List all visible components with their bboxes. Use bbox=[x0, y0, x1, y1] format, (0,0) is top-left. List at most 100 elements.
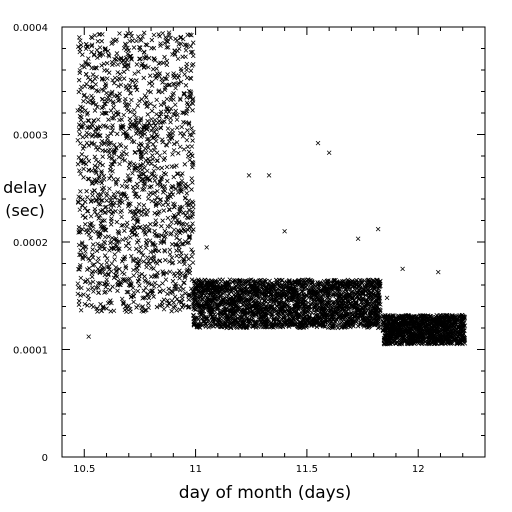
data-point-x-marker bbox=[96, 159, 101, 165]
data-point-x-marker bbox=[97, 50, 103, 56]
data-point-x-marker bbox=[81, 292, 86, 297]
data-point-x-marker bbox=[121, 271, 127, 277]
data-point-x-marker bbox=[97, 124, 103, 129]
data-point-x-marker bbox=[127, 178, 132, 184]
data-point-x-marker bbox=[174, 286, 179, 292]
data-point-x-marker bbox=[169, 242, 175, 247]
data-point-x-marker bbox=[174, 140, 180, 145]
data-point-x-marker bbox=[95, 230, 101, 235]
data-point-x-marker bbox=[163, 277, 169, 282]
data-point-x-marker bbox=[157, 289, 163, 295]
data-point-x-marker bbox=[144, 261, 150, 266]
data-point-x-marker bbox=[77, 264, 83, 270]
data-point-x-marker bbox=[146, 258, 151, 264]
data-point-x-marker bbox=[189, 209, 195, 214]
data-point-x-marker bbox=[176, 211, 181, 217]
data-point-x-marker bbox=[76, 298, 82, 304]
data-point-x-marker bbox=[145, 145, 151, 151]
data-point-x-marker bbox=[132, 167, 137, 173]
data-point-x-marker bbox=[185, 267, 190, 273]
data-point-x-marker bbox=[173, 243, 179, 248]
data-point-x-marker bbox=[149, 288, 155, 294]
data-point-x-marker bbox=[105, 48, 111, 54]
data-point-x-marker bbox=[109, 300, 114, 306]
data-point-x-marker bbox=[175, 56, 181, 62]
data-point-x-marker bbox=[149, 108, 155, 114]
data-point-x-marker bbox=[139, 209, 144, 214]
data-point-x-marker bbox=[186, 88, 192, 94]
data-point-x-marker bbox=[76, 44, 81, 49]
data-point-x-marker bbox=[185, 227, 191, 233]
data-point-x-marker bbox=[79, 152, 85, 157]
data-point-x-marker bbox=[113, 38, 118, 44]
data-point-x-marker bbox=[175, 171, 181, 177]
data-point-x-marker bbox=[93, 102, 99, 107]
data-point-x-marker bbox=[158, 197, 164, 202]
data-point-x-marker bbox=[133, 163, 138, 168]
data-point-x-marker bbox=[167, 259, 172, 264]
data-point-x-marker bbox=[166, 301, 172, 307]
data-point-x-marker bbox=[185, 210, 190, 216]
data-point-x-marker bbox=[178, 35, 183, 41]
data-point-x-marker bbox=[180, 171, 185, 176]
data-point-x-marker bbox=[171, 164, 177, 170]
data-point-x-marker bbox=[131, 139, 137, 145]
data-point-x-marker bbox=[102, 272, 108, 278]
data-point-x-marker bbox=[152, 178, 158, 183]
data-point-x-marker bbox=[184, 44, 189, 49]
data-point-x-marker bbox=[93, 167, 98, 173]
data-point-x-marker bbox=[83, 71, 89, 77]
data-point-x-marker bbox=[75, 161, 81, 167]
data-point-x-marker bbox=[126, 87, 131, 92]
data-point-x-marker bbox=[151, 168, 157, 174]
data-point-x-marker bbox=[89, 65, 94, 71]
data-point-x-marker bbox=[103, 289, 108, 295]
data-point-x-marker bbox=[87, 281, 93, 286]
data-point-x-marker bbox=[155, 182, 160, 187]
data-point-x-marker bbox=[98, 208, 104, 214]
data-point-x-marker bbox=[118, 209, 123, 215]
data-point-x-marker bbox=[166, 30, 172, 35]
data-point-x-marker bbox=[143, 150, 149, 155]
data-point-x-marker bbox=[169, 255, 175, 261]
data-point-x-marker bbox=[137, 56, 143, 62]
data-point-x-marker bbox=[83, 42, 89, 47]
data-point-x-marker bbox=[117, 200, 122, 205]
data-point-x-marker bbox=[142, 278, 148, 283]
data-point-x-marker bbox=[104, 198, 109, 203]
data-point-x-marker bbox=[123, 145, 129, 150]
data-point-x-marker bbox=[135, 103, 141, 108]
data-point-x-marker bbox=[96, 51, 102, 56]
data-point-x-marker bbox=[153, 248, 158, 253]
data-point-x-marker bbox=[159, 165, 165, 171]
data-point-x-marker bbox=[127, 82, 132, 88]
data-point-x-marker bbox=[154, 127, 159, 132]
data-point-x-marker bbox=[121, 191, 127, 196]
data-point-x-marker bbox=[96, 281, 101, 286]
data-point-x-marker bbox=[107, 151, 112, 156]
data-point-x-marker bbox=[89, 35, 95, 41]
data-point-x-marker bbox=[119, 183, 125, 189]
data-point-x-marker bbox=[124, 220, 130, 226]
data-point-x-marker bbox=[135, 185, 140, 190]
data-point-x-marker bbox=[149, 198, 155, 204]
data-point-x-marker bbox=[126, 289, 131, 295]
data-point-x-marker bbox=[95, 306, 100, 311]
data-point-x-marker bbox=[190, 49, 195, 55]
data-point-x-marker bbox=[159, 238, 164, 244]
data-point-x-marker bbox=[99, 105, 105, 111]
data-point-x-marker bbox=[113, 269, 119, 274]
data-point-x-marker bbox=[82, 199, 88, 205]
data-point-x-marker bbox=[84, 112, 90, 117]
data-point-x-marker bbox=[142, 226, 147, 232]
data-point-x-marker bbox=[160, 89, 165, 95]
data-point-x-marker bbox=[95, 55, 100, 61]
data-point-x-marker bbox=[128, 109, 133, 115]
data-point-x-marker bbox=[189, 126, 194, 131]
data-point-x-marker bbox=[109, 245, 114, 251]
data-point-x-marker bbox=[158, 120, 163, 126]
data-point-x-marker bbox=[189, 247, 194, 252]
data-point-x-marker bbox=[117, 97, 122, 103]
data-point-x-marker bbox=[117, 161, 122, 167]
data-point-x-marker bbox=[124, 224, 130, 229]
